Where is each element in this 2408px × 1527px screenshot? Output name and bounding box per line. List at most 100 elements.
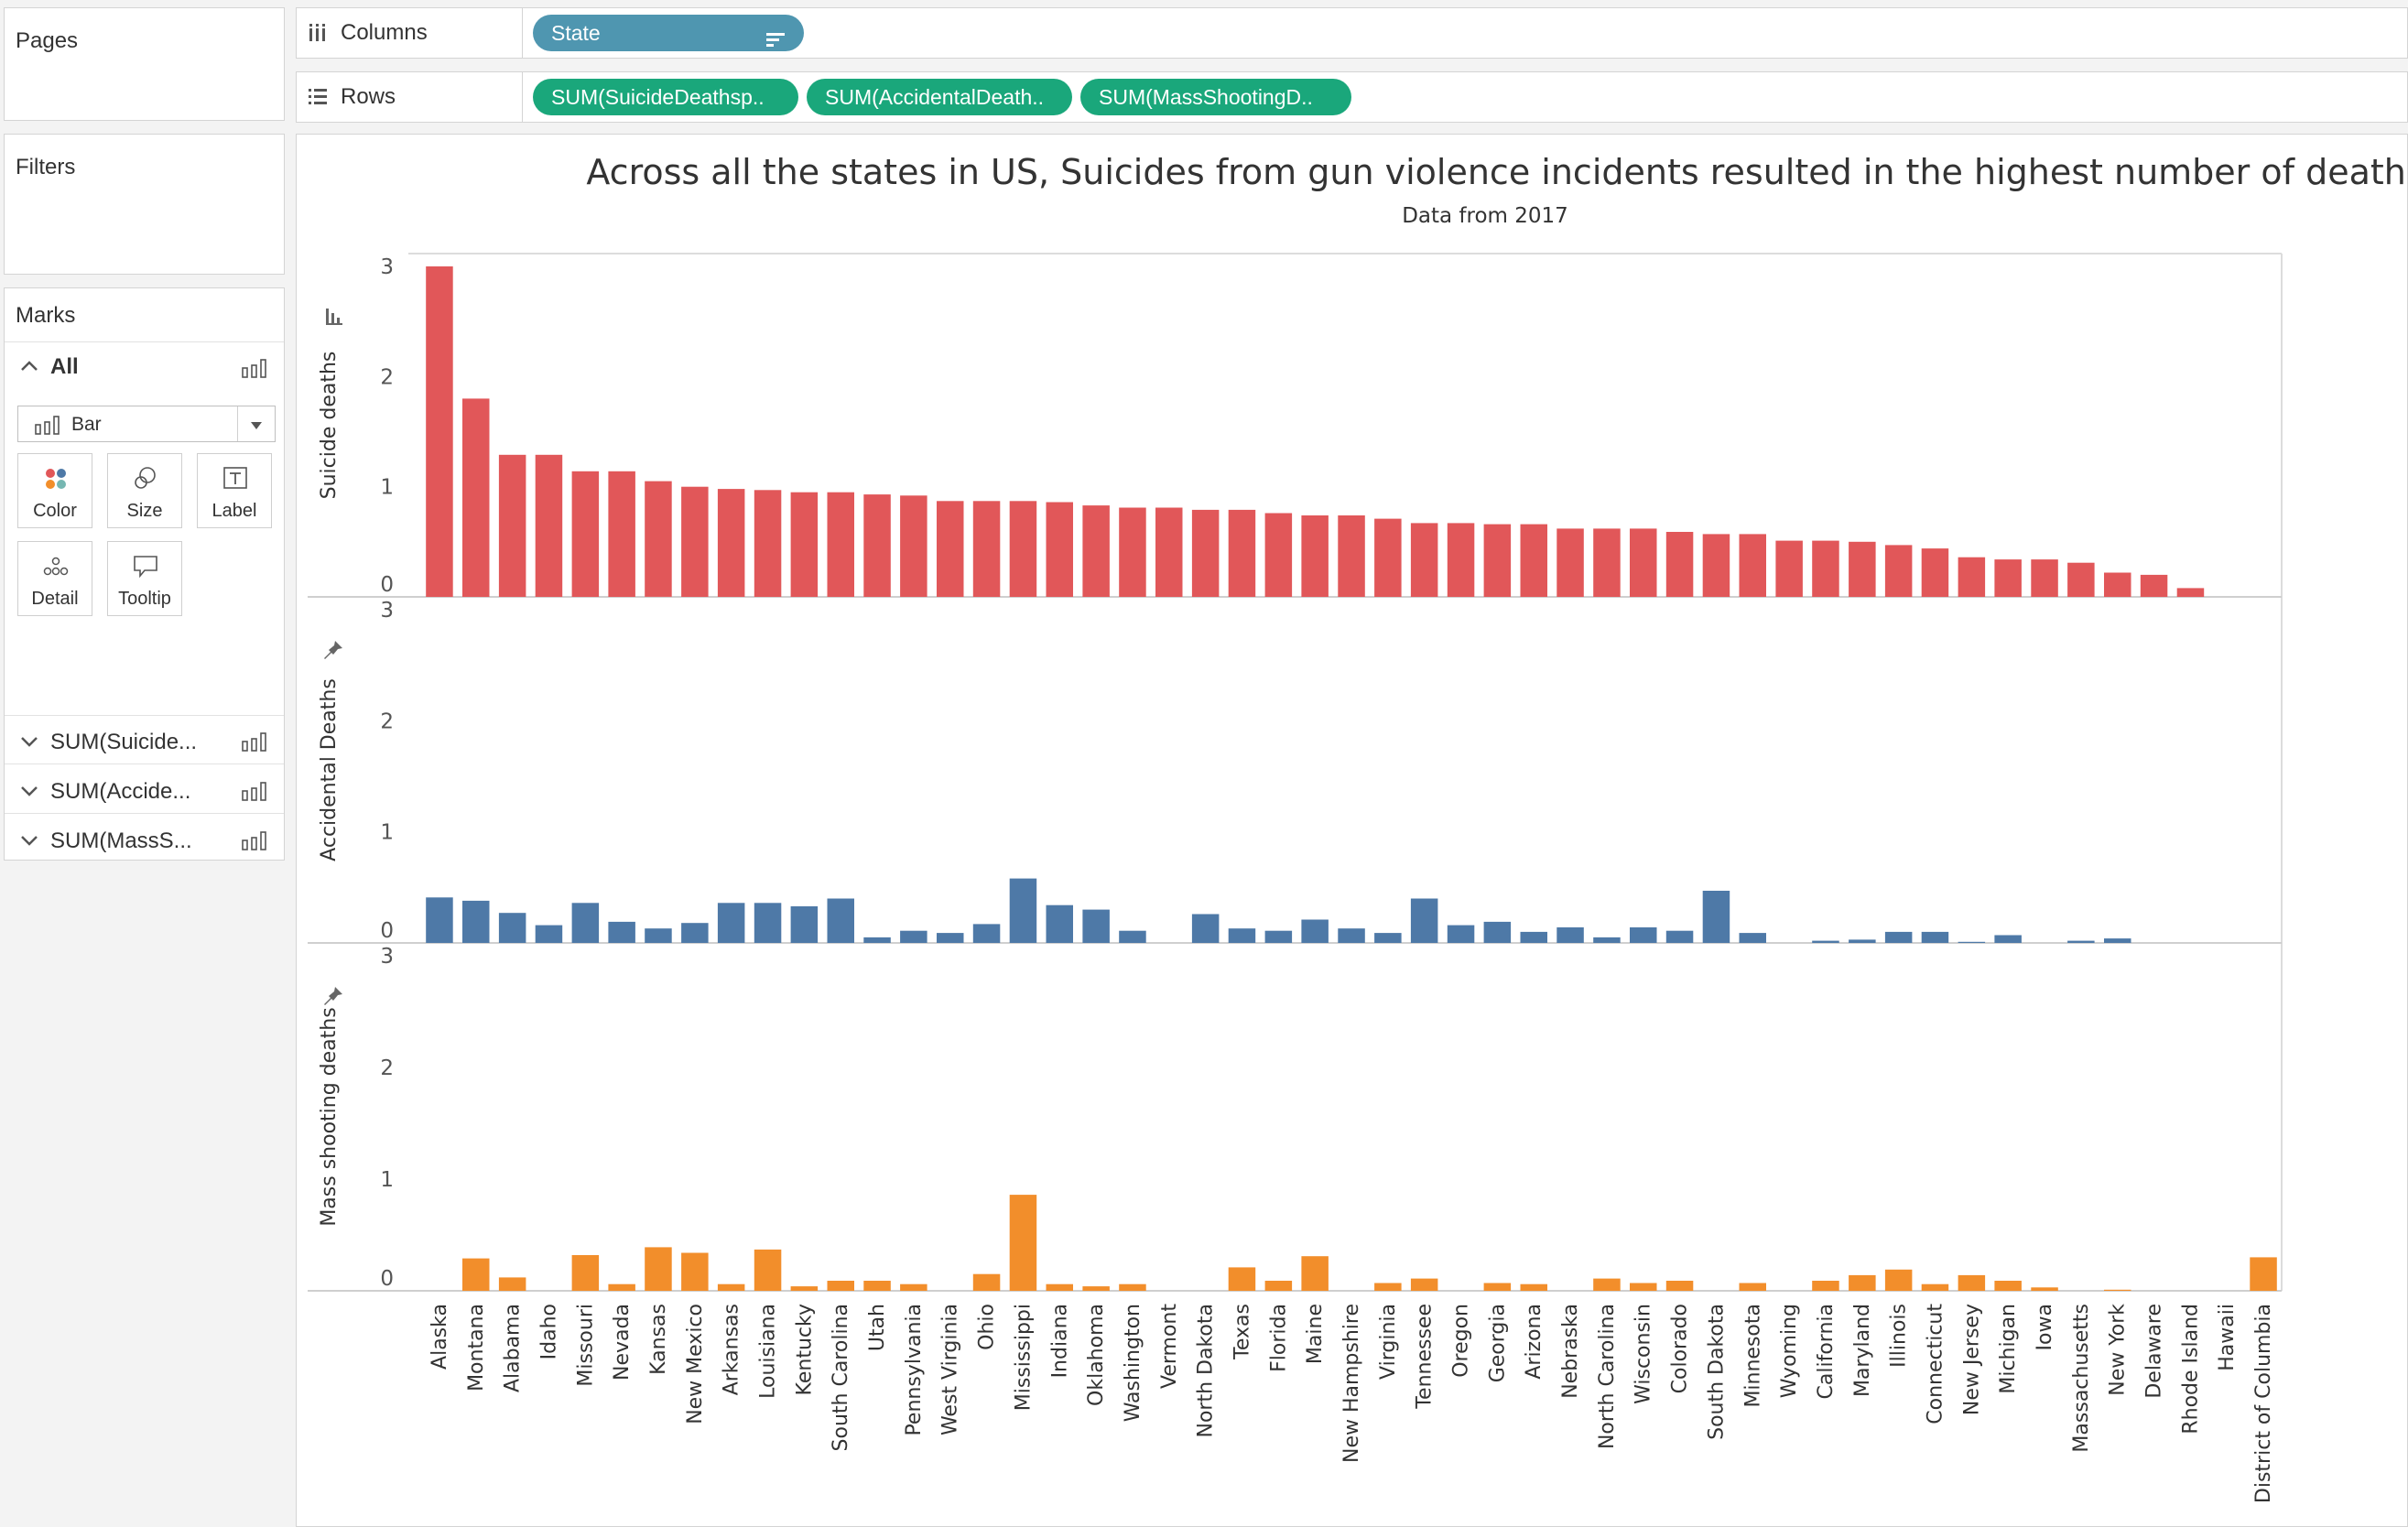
bar-mass[interactable]: [1958, 1274, 1986, 1291]
bar-suicide[interactable]: [426, 266, 453, 597]
bar-suicide[interactable]: [1958, 557, 1986, 597]
bar-suicide[interactable]: [1812, 540, 1839, 597]
bar-accidental[interactable]: [972, 924, 1001, 943]
bar-accidental[interactable]: [1994, 935, 2022, 944]
label-button[interactable]: Label: [197, 453, 272, 528]
marks-all-row[interactable]: All: [5, 352, 284, 389]
bar-mass[interactable]: [2104, 1289, 2131, 1291]
bar-accidental[interactable]: [1812, 940, 1839, 943]
bar-accidental[interactable]: [1374, 933, 1402, 943]
bar-accidental[interactable]: [1046, 904, 1074, 943]
bar-suicide[interactable]: [681, 486, 709, 597]
chevron-down-icon[interactable]: [19, 830, 39, 857]
bar-accidental[interactable]: [1410, 898, 1438, 944]
bar-accidental[interactable]: [1264, 930, 1293, 943]
bar-mass[interactable]: [754, 1249, 782, 1291]
bar-accidental[interactable]: [1447, 925, 1475, 943]
bar-suicide[interactable]: [1119, 507, 1146, 598]
bar-mass[interactable]: [717, 1283, 745, 1291]
color-button[interactable]: Color: [17, 453, 92, 528]
bar-suicide[interactable]: [2104, 572, 2131, 598]
bar-suicide[interactable]: [1665, 532, 1694, 597]
tooltip-button[interactable]: Tooltip: [107, 541, 182, 616]
bar-accidental[interactable]: [1665, 930, 1694, 943]
bar-accidental[interactable]: [1630, 927, 1657, 943]
filters-card[interactable]: Filters: [4, 134, 285, 275]
bar-mass[interactable]: [1082, 1286, 1110, 1291]
bar-suicide[interactable]: [790, 492, 819, 597]
bar-accidental[interactable]: [1849, 939, 1876, 943]
bar-mass[interactable]: [1593, 1278, 1621, 1291]
bar-mass[interactable]: [1520, 1283, 1548, 1291]
bar-mass[interactable]: [1410, 1278, 1438, 1291]
bar-suicide[interactable]: [608, 471, 635, 597]
bar-mass[interactable]: [1046, 1283, 1074, 1291]
bar-accidental[interactable]: [2104, 938, 2131, 943]
measure-row-mass[interactable]: SUM(MassS...: [5, 818, 284, 860]
bar-suicide[interactable]: [2140, 574, 2168, 597]
size-button[interactable]: Size: [107, 453, 182, 528]
mark-type-dropdown[interactable]: Bar: [17, 406, 276, 442]
bar-accidental[interactable]: [900, 930, 927, 943]
bar-suicide[interactable]: [462, 398, 490, 597]
bar-mass[interactable]: [2031, 1287, 2058, 1291]
bar-mass[interactable]: [645, 1247, 672, 1291]
sort-descending-icon[interactable]: [765, 24, 786, 51]
bar-accidental[interactable]: [1557, 927, 1584, 943]
bar-accidental[interactable]: [937, 933, 964, 943]
bar-suicide[interactable]: [1557, 528, 1584, 597]
bar-accidental[interactable]: [608, 921, 635, 943]
bar-suicide[interactable]: [498, 454, 526, 597]
bar-mass[interactable]: [827, 1281, 855, 1291]
bar-suicide[interactable]: [535, 454, 563, 597]
bar-suicide[interactable]: [1191, 509, 1220, 597]
bar-mass[interactable]: [863, 1281, 891, 1291]
bar-accidental[interactable]: [754, 903, 782, 943]
bar-mass[interactable]: [1630, 1283, 1657, 1292]
bar-suicide[interactable]: [1921, 548, 1949, 597]
bar-accidental[interactable]: [681, 923, 709, 943]
bar-suicide[interactable]: [1483, 524, 1512, 597]
rows-shelf[interactable]: Rows SUM(SuicideDeathsp.. SUM(Accidental…: [296, 71, 2408, 123]
measure-row-accidental[interactable]: SUM(Accide...: [5, 768, 284, 814]
bar-mass[interactable]: [608, 1283, 635, 1291]
bar-accidental[interactable]: [571, 903, 600, 943]
bar-mass[interactable]: [1228, 1267, 1256, 1291]
bar-accidental[interactable]: [1338, 928, 1365, 943]
bar-suicide[interactable]: [2031, 559, 2058, 597]
bar-suicide[interactable]: [645, 481, 672, 597]
chevron-up-icon[interactable]: [19, 356, 39, 383]
bar-suicide[interactable]: [972, 501, 1001, 597]
bar-suicide[interactable]: [863, 494, 891, 597]
bar-mass[interactable]: [900, 1283, 927, 1291]
bar-mass[interactable]: [1374, 1283, 1402, 1292]
bar-accidental[interactable]: [717, 903, 745, 943]
bar-suicide[interactable]: [937, 501, 964, 597]
bar-suicide[interactable]: [717, 489, 745, 597]
bar-accidental[interactable]: [1921, 931, 1949, 943]
bar-accidental[interactable]: [790, 906, 819, 943]
pin-icon[interactable]: [324, 639, 342, 659]
bar-mass[interactable]: [1483, 1283, 1512, 1292]
bar-suicide[interactable]: [1301, 515, 1329, 597]
bar-suicide[interactable]: [1046, 502, 1074, 598]
bar-suicide[interactable]: [1775, 540, 1803, 597]
chevron-down-icon[interactable]: [249, 419, 264, 436]
bar-mass[interactable]: [1994, 1281, 2022, 1291]
bar-mass[interactable]: [1264, 1281, 1293, 1291]
bar-suicide[interactable]: [1702, 534, 1730, 597]
bar-mass[interactable]: [681, 1252, 709, 1292]
bar-mass[interactable]: [1665, 1281, 1694, 1291]
suicide-pill[interactable]: SUM(SuicideDeathsp..: [533, 79, 798, 115]
accidental-pill[interactable]: SUM(AccidentalDeath..: [807, 79, 1072, 115]
bar-suicide[interactable]: [2176, 588, 2205, 597]
bar-mass[interactable]: [972, 1273, 1001, 1291]
state-pill[interactable]: State: [533, 15, 804, 51]
bar-suicide[interactable]: [1374, 518, 1402, 597]
bar-mass[interactable]: [1884, 1269, 1913, 1291]
bar-suicide[interactable]: [571, 471, 600, 597]
bar-mass[interactable]: [1009, 1195, 1037, 1291]
bar-suicide[interactable]: [1155, 507, 1183, 598]
bar-accidental[interactable]: [1009, 878, 1037, 943]
bar-suicide[interactable]: [1338, 515, 1365, 597]
